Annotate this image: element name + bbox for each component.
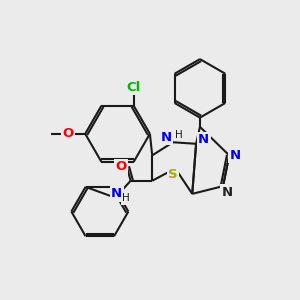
- Text: N: N: [230, 149, 241, 162]
- Text: H: H: [122, 194, 130, 203]
- Text: N: N: [160, 131, 172, 144]
- Text: N: N: [111, 187, 122, 200]
- Text: O: O: [115, 160, 126, 173]
- Text: N: N: [198, 134, 209, 146]
- Text: S: S: [168, 168, 178, 181]
- Text: N: N: [221, 186, 233, 199]
- Text: Cl: Cl: [127, 81, 141, 94]
- Text: H: H: [175, 130, 183, 140]
- Text: O: O: [63, 127, 74, 140]
